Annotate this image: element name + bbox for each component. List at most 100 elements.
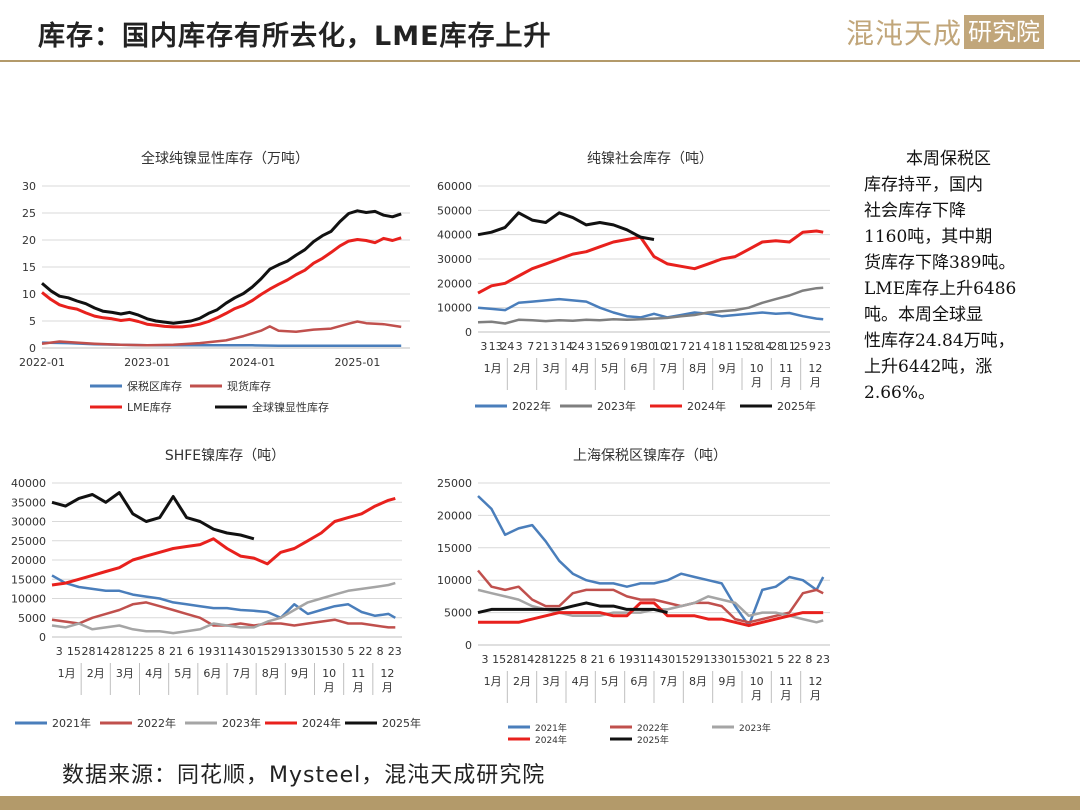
x-tick-label: 15 (315, 645, 329, 658)
x-tick-label: 25 (140, 645, 154, 658)
x-month-label: 10 (750, 675, 764, 688)
footer-bar (0, 796, 1080, 810)
x-month-label: 月 (781, 689, 792, 702)
x-tick-label: 12 (548, 653, 562, 666)
x-tick-label: 15 (735, 340, 749, 353)
legend-label: 2025年 (637, 734, 669, 746)
x-month-label: 4月 (572, 362, 590, 375)
x-tick-label: 23 (816, 653, 830, 666)
series-line (478, 601, 824, 628)
x-tick-label: 15 (594, 340, 608, 353)
x-tick-label: 1 (727, 340, 734, 353)
y-tick-label: 20000 (437, 277, 472, 290)
x-tick-label: 14 (96, 645, 110, 658)
logo-box: 研究院 (964, 15, 1045, 49)
x-tick-label: 14 (227, 645, 241, 658)
series-line (477, 211, 655, 241)
y-tick-label: 20000 (437, 509, 472, 522)
y-tick-label: 0 (29, 342, 36, 355)
legend-label: 2022年 (637, 722, 669, 734)
note-line: 本周保税区 (906, 149, 991, 169)
x-month-label: 7月 (660, 675, 678, 688)
x-month-label: 月 (810, 689, 821, 702)
data-source: 数据来源：同花顺，Mysteel，混沌天成研究院 (62, 763, 546, 788)
x-tick-label: 11 (782, 340, 796, 353)
x-tick-label: 30 (329, 645, 343, 658)
series-line (477, 297, 824, 321)
y-tick-label: 0 (39, 631, 46, 644)
x-tick-label: 13 (286, 645, 300, 658)
x-tick-label: 2023-01 (124, 356, 170, 369)
page-title: 库存：国内库存有所去化，LME库存上升 (38, 21, 552, 52)
note-line: 性库存24.84万吨， (864, 331, 1015, 351)
x-tick-label: 21 (169, 645, 183, 658)
x-tick-label: 4 (703, 340, 710, 353)
x-tick-label: 30 (641, 340, 655, 353)
x-tick-label: 3 (482, 653, 489, 666)
series-line (41, 320, 402, 347)
x-month-label: 1月 (58, 667, 76, 680)
x-tick-label: 5 (777, 653, 784, 666)
y-tick-label: 40000 (437, 229, 472, 242)
x-tick-label: 7 (527, 340, 534, 353)
y-tick-label: 40000 (11, 477, 46, 490)
x-month-label: 8月 (689, 675, 707, 688)
x-tick-label: 2025-01 (334, 356, 380, 369)
x-tick-label: 5 (347, 645, 354, 658)
legend-label: 2022年 (137, 716, 176, 730)
x-tick-label: 14 (758, 340, 772, 353)
x-tick-label: 31 (213, 645, 227, 658)
x-tick-label: 30 (746, 653, 760, 666)
x-month-label: 月 (810, 376, 821, 389)
x-tick-label: 21 (760, 653, 774, 666)
y-tick-label: 5 (29, 315, 36, 328)
x-tick-label: 21 (536, 340, 550, 353)
x-tick-label: 8 (377, 645, 384, 658)
note-line: 上升6442吨，涨 (864, 357, 993, 377)
x-month-label: 10 (322, 667, 336, 680)
series-line (51, 574, 396, 620)
legend-label: 现货库存 (227, 379, 271, 393)
y-tick-label: 10000 (11, 593, 46, 606)
x-tick-label: 21 (688, 340, 702, 353)
header-divider (0, 60, 1080, 62)
y-tick-label: 30 (22, 180, 36, 193)
x-tick-label: 25 (563, 653, 577, 666)
x-month-label: 1月 (484, 362, 502, 375)
x-month-label: 月 (781, 376, 792, 389)
x-tick-label: 3 (480, 340, 487, 353)
x-month-label: 1月 (484, 675, 502, 688)
x-month-label: 9月 (291, 667, 309, 680)
x-tick-label: 15 (256, 645, 270, 658)
x-month-label: 12 (808, 675, 822, 688)
x-month-label: 月 (382, 681, 393, 694)
x-tick-label: 31 (633, 653, 647, 666)
note-line: 吨。本周全球显 (864, 305, 983, 325)
x-tick-label: 28 (111, 645, 125, 658)
note-line: 库存持平，国内 (864, 175, 983, 195)
x-month-label: 11 (779, 362, 793, 375)
legend-label: 2021年 (52, 716, 91, 730)
series-line (477, 495, 825, 627)
legend-label: 全球镍显性库存 (252, 400, 329, 414)
x-tick-label: 28 (534, 653, 548, 666)
x-month-label: 5月 (601, 675, 619, 688)
y-tick-label: 15000 (437, 542, 472, 555)
legend-label: 2024年 (535, 734, 567, 746)
chart4-title: 上海保税区镍库存（吨） (573, 448, 727, 464)
x-tick-label: 10 (653, 340, 667, 353)
x-month-label: 6月 (203, 667, 221, 680)
x-tick-label: 30 (661, 653, 675, 666)
x-tick-label: 23 (817, 340, 831, 353)
legend-label: 2024年 (302, 716, 341, 730)
chart3-title: SHFE镍库存（吨） (164, 448, 286, 464)
x-tick-label: 13 (489, 340, 503, 353)
series-line (41, 209, 402, 325)
y-tick-label: 30000 (11, 516, 46, 529)
x-tick-label: 29 (271, 645, 285, 658)
y-tick-label: 10000 (437, 302, 472, 315)
legend-label: 保税区库存 (127, 379, 182, 393)
y-tick-label: 15000 (11, 573, 46, 586)
x-month-label: 11 (351, 667, 365, 680)
series-line (51, 496, 396, 587)
